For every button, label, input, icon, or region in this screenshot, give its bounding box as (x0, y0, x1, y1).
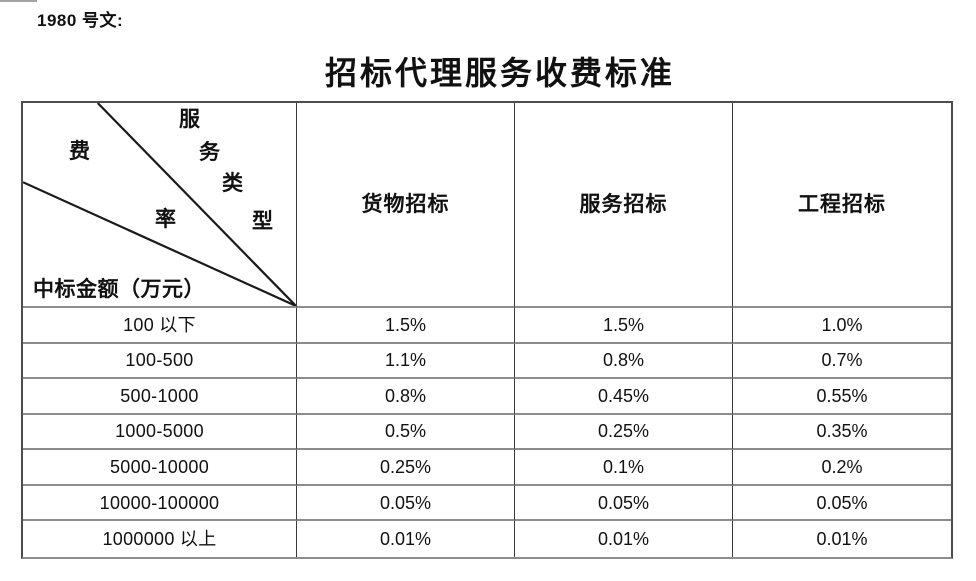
row-label: 1000-5000 (23, 414, 297, 451)
rate-cell: 0.7% (733, 344, 951, 380)
rate-cell: 1.1% (297, 343, 515, 380)
rate-cell: 0.35% (733, 415, 951, 451)
rate-cell: 0.01% (515, 521, 733, 557)
column-header-service-bidding: 服务招标 (515, 103, 733, 308)
corner-label-bid-amount: 中标金额（万元） (33, 277, 205, 301)
page-title: 招标代理服务收费标准 (324, 55, 675, 91)
corner-label-service-type-char: 类 (222, 171, 244, 195)
rate-cell: 0.01% (297, 521, 515, 557)
table-corner-header-cell: 服 务 类 型 费 率 中标金额（万元） (23, 103, 297, 308)
corner-label-service-type-char: 服 (179, 107, 201, 131)
rate-cell: 0.25% (297, 450, 515, 486)
page-edge-mark (0, 0, 37, 2)
corner-label-service-type-char: 型 (252, 209, 274, 233)
rate-cell: 0.05% (515, 485, 733, 522)
corner-label-service-type-char: 务 (199, 140, 221, 164)
rate-cell: 0.8% (297, 379, 515, 415)
corner-label-rate-char: 费 (69, 139, 91, 163)
rate-cell: 0.55% (733, 379, 951, 415)
row-label: 500-1000 (23, 379, 297, 415)
rate-cell: 0.05% (297, 485, 515, 522)
rate-cell: 0.1% (515, 450, 733, 486)
corner-label-rate-char: 率 (155, 207, 177, 231)
fee-standard-table: 服 务 类 型 费 率 中标金额（万元） 货物招标 服务招标 工程招标 100 … (21, 101, 953, 559)
column-header-goods-bidding: 货物招标 (297, 103, 515, 308)
row-label: 10000-100000 (23, 485, 297, 522)
rate-cell: 1.5% (515, 308, 733, 344)
row-label: 100-500 (23, 343, 297, 380)
row-label: 100 以下 (23, 308, 297, 344)
column-header-engineering-bidding: 工程招标 (733, 103, 951, 308)
rate-cell: 0.45% (515, 379, 733, 415)
rate-cell: 1.5% (297, 308, 515, 344)
rate-cell: 0.2% (733, 450, 951, 486)
rate-cell: 0.01% (816, 529, 868, 550)
rate-cell: 0.5% (297, 414, 515, 451)
diagonal-divider-lines (23, 103, 296, 306)
row-label: 5000-10000 (23, 450, 297, 486)
row-label: 1000000 以上 (23, 521, 297, 557)
rate-cell: 1.0% (733, 308, 951, 344)
rate-cell: 0.8% (515, 343, 733, 380)
document-reference: 1980 号文: (37, 11, 124, 30)
rate-cell: 0.25% (515, 414, 733, 451)
rate-cell: 0.05% (733, 486, 951, 522)
